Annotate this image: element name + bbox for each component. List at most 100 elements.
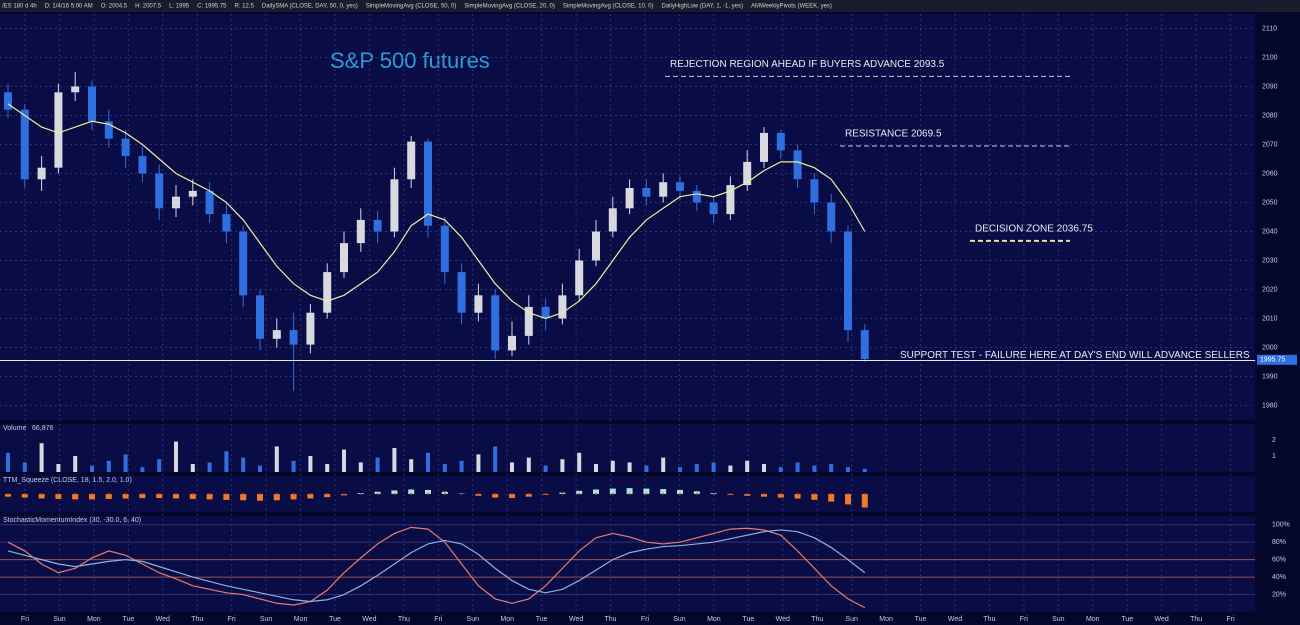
candle-body — [541, 306, 550, 319]
candle-body — [508, 335, 516, 351]
squeeze-bar — [374, 491, 381, 494]
candle-body — [575, 260, 584, 296]
candle-body — [54, 92, 63, 168]
squeeze-bar — [324, 494, 331, 498]
candle-body — [424, 141, 432, 226]
annotation: SUPPORT TEST - FAILURE HERE AT DAY'S END… — [900, 350, 1250, 361]
candle-body — [37, 167, 46, 180]
x-tick-label: Sun — [260, 616, 273, 623]
x-tick-label: Wed — [362, 616, 376, 623]
volume-bar — [560, 459, 565, 472]
stochastic-line — [7, 529, 866, 603]
squeeze-bar — [189, 494, 196, 499]
header-text: DailySMA (CLOSE, DAY, 50, 0, yes) — [262, 4, 358, 10]
volume-bar — [829, 464, 834, 472]
x-tick-label: Sun — [53, 616, 66, 623]
header-text: H: 2007.5 — [135, 4, 162, 10]
x-tick-label: Tue — [1121, 616, 1133, 623]
squeeze-bar — [105, 494, 112, 499]
header-text: O: 2004.5 — [101, 4, 128, 10]
candle-body — [390, 179, 399, 232]
volume-bar — [627, 462, 632, 472]
squeeze-dot — [645, 493, 648, 495]
y-tick-label: 2000 — [1262, 344, 1278, 351]
volume-bar — [795, 462, 800, 472]
squeeze-dot — [275, 493, 278, 495]
y-tick-label: 2030 — [1262, 257, 1278, 264]
candle-body — [4, 92, 12, 110]
candle-body — [138, 156, 147, 174]
volume-bar — [106, 460, 111, 472]
volume-bar — [291, 460, 296, 472]
squeeze-dot — [695, 493, 698, 495]
x-tick-label: Tue — [742, 616, 754, 623]
annotation: RESISTANCE 2069.5 — [845, 129, 942, 140]
squeeze-bar — [223, 494, 230, 500]
squeeze-bar — [240, 494, 247, 501]
squeeze-dot — [863, 493, 866, 495]
panel-title: Volume — [3, 425, 26, 432]
y-tick-label: 60% — [1272, 556, 1286, 563]
x-tick-label: Wed — [156, 616, 170, 623]
squeeze-dot — [595, 493, 597, 495]
volume-bar — [493, 446, 498, 472]
x-tick-label: Fri — [1226, 616, 1235, 623]
candle-body — [155, 173, 164, 209]
header-text: L: 1995 — [169, 4, 190, 10]
volume-bar — [123, 454, 128, 472]
header-text: D: 1/4/16 5:00 AM — [45, 4, 93, 10]
squeeze-bar — [794, 494, 801, 499]
x-tick-label: Fri — [434, 616, 443, 623]
panel-title: StochasticMomentumIndex (30, -30.0, 6, 4… — [3, 517, 141, 524]
squeeze-dot — [561, 493, 564, 495]
x-tick-label: Thu — [811, 616, 823, 623]
squeeze-dot — [494, 493, 497, 495]
squeeze-dot — [393, 493, 396, 495]
candle-body — [457, 272, 466, 313]
x-tick-label: Mon — [879, 616, 893, 623]
squeeze-dot — [124, 493, 127, 495]
candle-body — [407, 141, 416, 180]
header-text: C: 1995.75 — [197, 4, 227, 10]
candle-body — [256, 295, 264, 339]
squeeze-dot — [611, 493, 614, 495]
candle-body — [474, 295, 483, 313]
squeeze-dot — [7, 493, 9, 495]
candle-body — [491, 295, 500, 351]
x-tick-label: Wed — [948, 616, 962, 623]
squeeze-bar — [643, 488, 650, 494]
squeeze-dot — [628, 493, 631, 495]
x-tick-label: Mon — [294, 616, 308, 623]
squeeze-dot — [847, 493, 849, 495]
candle-body — [71, 86, 80, 93]
volume-bar — [778, 467, 783, 472]
volume-bar — [140, 467, 145, 472]
squeeze-dot — [343, 493, 345, 495]
volume-bar — [241, 457, 246, 472]
squeeze-dot — [544, 493, 547, 495]
squeeze-bar — [122, 494, 129, 499]
volume-bar — [190, 464, 195, 472]
volume-bar — [694, 464, 699, 472]
header-text: SimpleMovingAvg (CLOSE, 10, 0) — [563, 4, 654, 10]
x-tick-label: Mon — [500, 616, 514, 623]
volume-bar — [711, 462, 716, 472]
squeeze-dot — [292, 493, 295, 495]
y-tick-label: 2110 — [1262, 25, 1277, 32]
squeeze-dot — [309, 493, 312, 495]
squeeze-dot — [712, 493, 715, 495]
candle-body — [306, 312, 315, 345]
squeeze-dot — [813, 493, 816, 495]
header-text: SimpleMovingAvg (CLOSE, 50, 0) — [366, 4, 457, 10]
candle-body — [642, 188, 651, 197]
squeeze-bar — [660, 489, 667, 494]
sma-line — [7, 103, 866, 320]
volume-bar — [6, 452, 10, 472]
x-tick-label: Fri — [641, 616, 650, 623]
last-price-label: 1995.75 — [1260, 357, 1285, 364]
squeeze-bar — [290, 494, 297, 500]
squeeze-dot — [729, 493, 732, 495]
squeeze-dot — [779, 493, 782, 495]
x-tick-label: Wed — [776, 616, 790, 623]
squeeze-dot — [662, 493, 665, 495]
